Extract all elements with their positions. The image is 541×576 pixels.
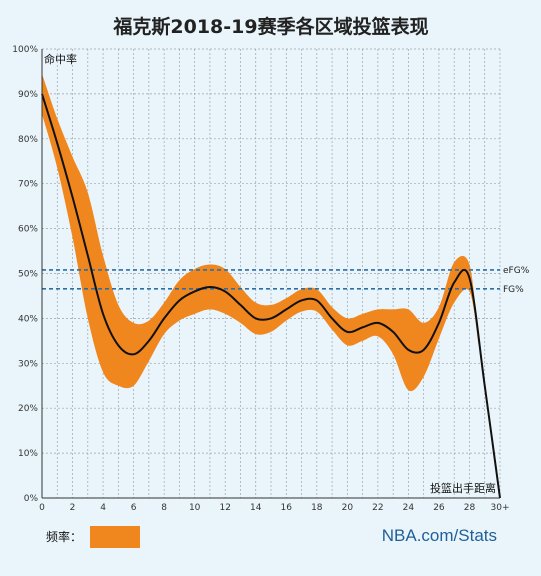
- y-tick-label: 40%: [18, 314, 38, 324]
- x-tick-label: 0: [39, 503, 45, 513]
- x-tick-label: 8: [161, 503, 167, 513]
- frequency-band-layer: [42, 73, 479, 392]
- x-tick-label: 6: [131, 503, 137, 513]
- axes: [41, 49, 500, 499]
- fg-line: [41, 93, 501, 499]
- source-label: NBA.com/Stats: [382, 526, 497, 545]
- y-tick-label: 50%: [18, 270, 38, 280]
- x-tick-label: 26: [433, 503, 445, 513]
- x-tick-label: 16: [281, 503, 293, 513]
- x-tick-label: 14: [250, 503, 262, 513]
- x-tick-label: 2: [70, 503, 76, 513]
- y-tick-label: 20%: [18, 404, 38, 414]
- y-tick-label: 100%: [12, 45, 38, 55]
- y-axis-label: 命中率: [44, 52, 77, 66]
- fg-line-layer: [41, 93, 501, 499]
- x-tick-label: 12: [219, 503, 230, 513]
- x-tick-label: 28: [464, 503, 476, 513]
- y-tick-label: 90%: [18, 90, 38, 100]
- y-tick-label: 60%: [18, 225, 38, 235]
- x-tick-label: 18: [311, 503, 323, 513]
- chart-title: 福克斯2018-19赛季各区域投篮表现: [112, 15, 428, 38]
- legend-label: 频率：: [46, 529, 82, 544]
- reference-lines-layer: eFG% FG%: [42, 266, 530, 295]
- x-tick-label: 10: [189, 503, 201, 513]
- y-tick-label: 80%: [18, 135, 38, 145]
- y-tick-label: 10%: [18, 449, 38, 459]
- x-tick-label: 4: [100, 503, 106, 513]
- legend: 频率：: [46, 526, 140, 548]
- x-tick-label: 24: [403, 503, 415, 513]
- reference-line-label: FG%: [503, 285, 524, 295]
- x-tick-label: 30+: [491, 503, 510, 513]
- y-tick-label: 70%: [18, 180, 38, 190]
- x-tick-label: 20: [342, 503, 354, 513]
- tick-labels: 0%10%20%30%40%50%60%70%80%90%100%0 2 4 6 8 10…: [12, 45, 509, 513]
- frequency-band: [42, 73, 479, 392]
- x-axis-label: 投篮出手距离: [430, 481, 496, 495]
- reference-line-label: eFG%: [503, 266, 530, 276]
- legend-swatch: [90, 526, 140, 548]
- y-tick-label: 0%: [24, 494, 39, 504]
- x-tick-label: 22: [372, 503, 383, 513]
- y-tick-label: 30%: [18, 359, 38, 369]
